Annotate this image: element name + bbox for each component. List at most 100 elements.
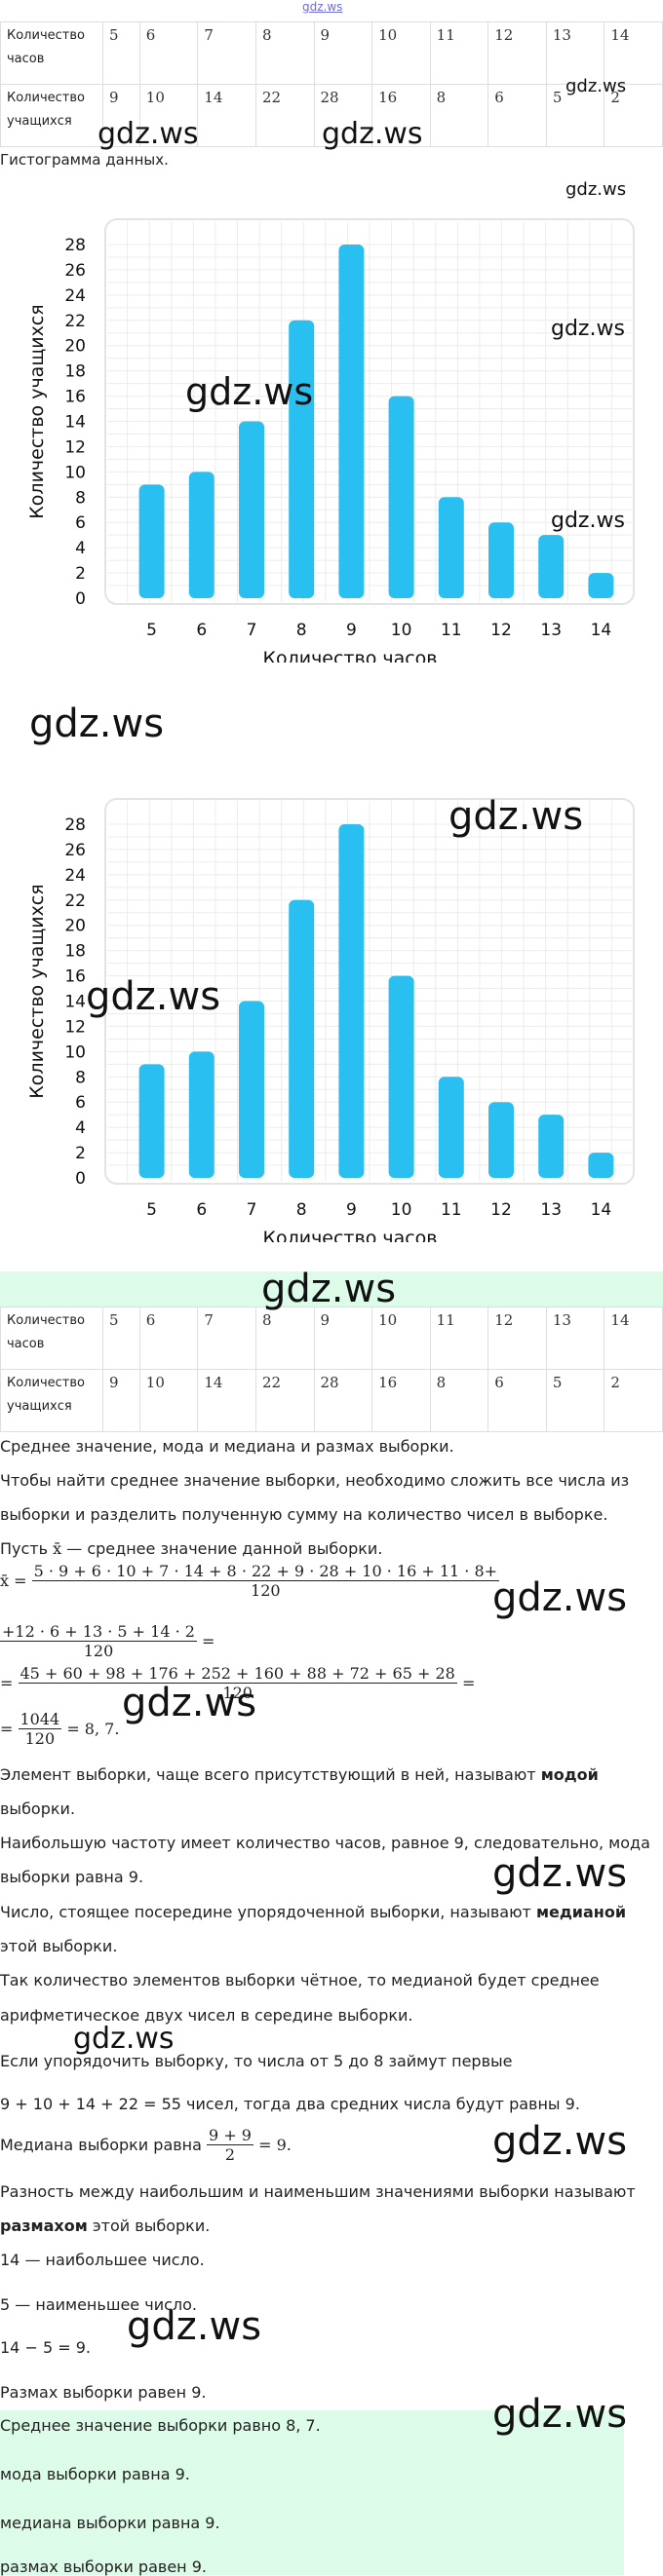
solution-text: Медиана выборки равна 9 + 9 2 = 9. [0,2126,292,2164]
math-text: x̄ = [0,1572,27,1590]
y-tick-label: 4 [75,539,86,558]
math-text: = [202,1632,215,1650]
equation-line: x̄ = 5 · 9 + 6 · 10 + 7 · 14 + 8 · 22 + … [0,1562,500,1600]
table-cell: 6 [138,1307,199,1370]
answer-line: размах выборки равен 9. [0,2557,207,2576]
table-row-label: Количество учащихся [0,1369,103,1432]
watermark: gdz.ws [122,1681,257,1725]
table-cell: 14 [604,21,663,85]
table-cell: 9 [102,84,140,147]
solution-text: Пусть x̄ — среднее значение данной выбор… [0,1539,382,1558]
math-fraction: 9 + 9 2 [207,2126,254,2164]
y-tick-label: 22 [64,312,86,331]
highlight-band [0,1271,663,1307]
solution-text: выборки. [0,1799,76,1818]
answer-line: мода выборки равна 9. [0,2465,190,2483]
solution-text: Если упорядочить выборку, то числа от 5 … [0,2052,513,2070]
table-cell: 10 [138,1369,199,1432]
solution-text: Так количество элементов выборки чётное,… [0,1971,600,1989]
table-cell: 9 [313,1307,373,1370]
site-link[interactable]: gdz.ws [302,0,343,14]
y-tick-label: 12 [64,437,86,457]
equation-line: = 45 + 60 + 98 + 176 + 252 + 160 + 88 + … [0,1664,475,1702]
text-fragment: — среднее значение данной выборки. [66,1539,383,1558]
histogram-chart: 0 2 4 6 8 10 12 14 16 18 20 22 24 26 28 5 6 7 8 9 10 11 12 13 14… [20,784,644,1249]
fraction-numerator: 1044 [18,1710,62,1729]
table-cell: 5 [102,21,140,85]
text-fragment: этой выборки. [87,2216,211,2235]
y-tick-label: 16 [64,388,86,407]
fraction-numerator: 45 + 60 + 98 + 176 + 252 + 160 + 88 + 72… [18,1664,457,1684]
y-tick-label: 8 [75,1068,86,1087]
table-cell: 16 [371,84,431,147]
bar [239,1001,264,1178]
bar [588,573,614,598]
fraction-denominator: 120 [83,1642,114,1660]
table-cell: 12 [488,1307,547,1370]
y-tick-label: 4 [75,1118,86,1138]
x-tick-label: 9 [346,1200,357,1220]
math-fraction: +12 · 6 + 13 · 5 + 14 · 2 120 [0,1622,197,1660]
x-axis-label: Количество часов [262,1228,437,1242]
y-tick-label: 16 [64,967,86,987]
data-table: Количество часов 5 6 7 8 9 10 11 12 13 1… [0,21,663,147]
y-tick-label: 24 [64,866,86,886]
y-tick-label: 10 [64,1042,86,1062]
x-axis-label: Количество часов [262,648,437,663]
answer-box [0,2410,624,2575]
y-tick-label: 26 [64,261,86,281]
y-axis-label: Количество учащихся [26,884,48,1098]
table-cell: 22 [254,84,315,147]
solution-text: Чтобы найти среднее значение выборки, не… [0,1471,630,1490]
fraction-denominator: 120 [222,1684,253,1702]
bar [138,1064,165,1178]
table-cell: 9 [313,21,373,85]
watermark: gdz.ws [261,1267,397,1311]
solution-text: выборки и разделить полученную сумму на … [0,1505,608,1524]
y-tick-label: 28 [64,815,86,835]
watermark: gdz.ws [86,974,221,1019]
histogram-caption: Гистограмма данных. [0,151,169,169]
fraction-numerator: 5 · 9 + 6 · 10 + 7 · 14 + 8 · 22 + 9 · 2… [31,1562,500,1581]
watermark: gdz.ws [492,2392,628,2437]
table-cell: 11 [429,21,489,85]
table-cell: 10 [371,1307,431,1370]
histogram-chart: 0 2 4 6 8 10 12 14 16 18 20 22 24 26 28 5 6 7 8 9 10 11 12 13 14… [20,205,644,669]
x-tick-label: 8 [296,1200,307,1220]
watermark: gdz.ws [551,509,625,533]
y-tick-label: 24 [64,286,86,306]
table-cell: 5 [102,1307,140,1370]
watermark: gdz.ws [492,1575,628,1620]
solution-text: Элемент выборки, чаще всего присутствующ… [0,1765,599,1784]
bar [239,421,264,598]
watermark: gdz.ws [29,701,165,746]
y-tick-label: 2 [75,1144,86,1163]
bar [338,245,365,598]
x-tick-label: 12 [490,1200,512,1220]
solution-text: 14 — наибольшее число. [0,2251,205,2269]
table-row-label: Количество часов [0,21,103,85]
table-cell: 2 [604,1369,663,1432]
term-bold: медианой [535,1903,627,1921]
math-text: = 8, 7. [66,1720,120,1738]
y-tick-label: 10 [64,463,86,482]
table-row: Количество учащихся 9 10 14 22 28 16 8 6… [0,1369,663,1432]
table-row: Количество учащихся 9 10 14 22 28 16 8 6… [0,84,663,147]
solution-text: Размах выборки равен 9. [0,2383,207,2402]
bar [438,1077,464,1178]
watermark: gdz.ws [566,76,627,96]
table-row: Количество часов 5 6 7 8 9 10 11 12 13 1… [0,21,663,85]
watermark: gdz.ws [98,117,199,151]
answer-line: медиана выборки равна 9. [0,2514,220,2532]
solution-text: Наибольшую частоту имеет количество часо… [0,1834,650,1852]
text-fragment: Пусть [0,1539,49,1558]
watermark: gdz.ws [448,794,584,839]
bar [188,1051,214,1178]
table-cell: 6 [488,84,547,147]
table-cell: 8 [254,21,315,85]
x-tick-label: 6 [196,1200,207,1220]
term-bold: модой [540,1765,599,1784]
watermark: gdz.ws [551,317,625,341]
table-cell: 12 [488,21,547,85]
x-tick-label: 7 [247,1200,257,1220]
